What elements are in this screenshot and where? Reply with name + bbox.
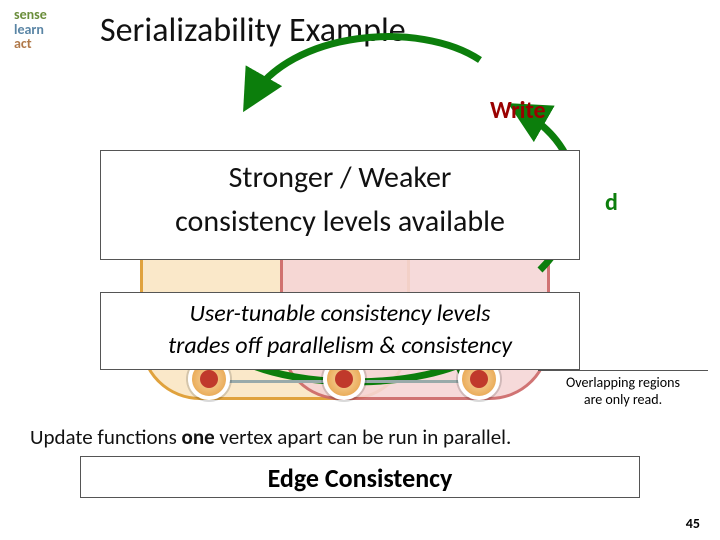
overlay-consistency-levels: Stronger / Weaker consistency levels ava… (100, 150, 580, 260)
logo-act: act (14, 37, 47, 52)
overlay2-line2: trades off parallelism & consistency (101, 331, 579, 360)
slide-root: sense learn act Serializability Example … (0, 0, 720, 540)
overlap-note-l1: Overlapping regions (538, 374, 708, 391)
overlap-note: Overlapping regions are only read. (538, 370, 708, 408)
overlay2-line1: User-tunable consistency levels (101, 299, 579, 328)
edge-consistency-box: Edge Consistency (80, 456, 640, 498)
sentence-pre: Update functions (30, 424, 182, 450)
page-number: 45 (686, 515, 700, 532)
read-label-fragment: d (605, 188, 618, 217)
overlay1-line2: consistency levels available (101, 203, 579, 240)
parallel-sentence: Update functions one vertex apart can be… (30, 424, 690, 450)
page-title: Serializability Example (100, 10, 406, 51)
sentence-bold: one (182, 424, 215, 450)
write-label: Write (490, 96, 546, 125)
sentence-post: vertex apart can be run in parallel. (215, 424, 512, 450)
overlap-note-l2: are only read. (538, 391, 708, 408)
overlay-user-tunable: User-tunable consistency levels trades o… (100, 292, 580, 370)
brand-logo: sense learn act (14, 8, 47, 52)
overlay1-line1: Stronger / Weaker (101, 159, 579, 196)
